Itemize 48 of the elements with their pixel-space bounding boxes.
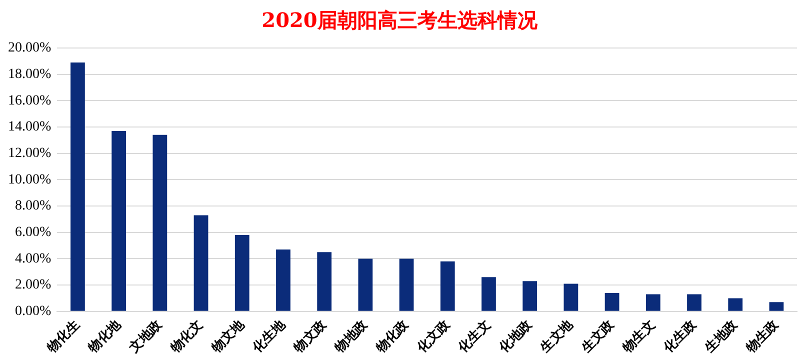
y-tick-label: 16.00%: [8, 93, 52, 108]
x-tick-label: 生地政: [702, 316, 742, 356]
bar: [112, 130, 126, 311]
bar: [728, 298, 743, 311]
y-tick-label: 10.00%: [8, 172, 52, 188]
x-tick-label: 文地政: [126, 316, 166, 356]
y-tick-label: 12.00%: [8, 146, 52, 162]
y-tick-label: 8.00%: [14, 198, 52, 214]
x-tick-label: 生文地: [536, 316, 577, 356]
y-tick-label: 4.00%: [14, 251, 52, 266]
bar: [687, 294, 702, 311]
bar: [152, 134, 168, 311]
y-tick-label: 20.00%: [8, 40, 52, 56]
bar: [399, 258, 414, 311]
x-tick-label: 物生文: [618, 316, 658, 356]
bar: [317, 252, 332, 311]
y-tick-label: 0.00%: [14, 304, 52, 320]
y-tick-label: 2.00%: [14, 278, 52, 293]
x-tick-label: 物文政: [290, 316, 330, 356]
y-tick-label: 18.00%: [8, 67, 52, 82]
y-tick-label: 6.00%: [14, 225, 52, 240]
bar: [646, 294, 660, 311]
x-tick-label: 物地政: [332, 316, 372, 356]
x-tick-label: 化地政: [496, 316, 536, 356]
bar: [70, 62, 85, 311]
x-tick-label: 物文地: [208, 316, 248, 356]
bar: [482, 277, 496, 311]
x-tick-label: 物化生: [44, 318, 83, 356]
x-tick-label: 物化地: [85, 316, 125, 356]
bar: [194, 215, 208, 311]
bar: [276, 249, 290, 311]
x-tick-label: 物生政: [742, 316, 782, 356]
bar: [358, 258, 373, 311]
bar: [769, 302, 784, 311]
x-tick-label: 化文政: [413, 316, 454, 356]
x-tick-label: 物化文: [166, 316, 206, 356]
x-tick-label: 化生政: [660, 316, 700, 356]
bar: [522, 281, 538, 311]
bar: [234, 235, 250, 311]
chart-title: 2020届朝阳高三考生选科情况: [262, 8, 538, 32]
x-tick-label: 生文政: [578, 316, 618, 356]
bar: [604, 292, 620, 311]
y-tick-label: 14.00%: [8, 120, 52, 135]
x-tick-label: 化生地: [250, 316, 290, 356]
x-tick-label: 物化政: [372, 316, 412, 356]
bar: [564, 284, 578, 311]
bar: [440, 261, 455, 311]
x-tick-label: 化生文: [454, 316, 494, 356]
